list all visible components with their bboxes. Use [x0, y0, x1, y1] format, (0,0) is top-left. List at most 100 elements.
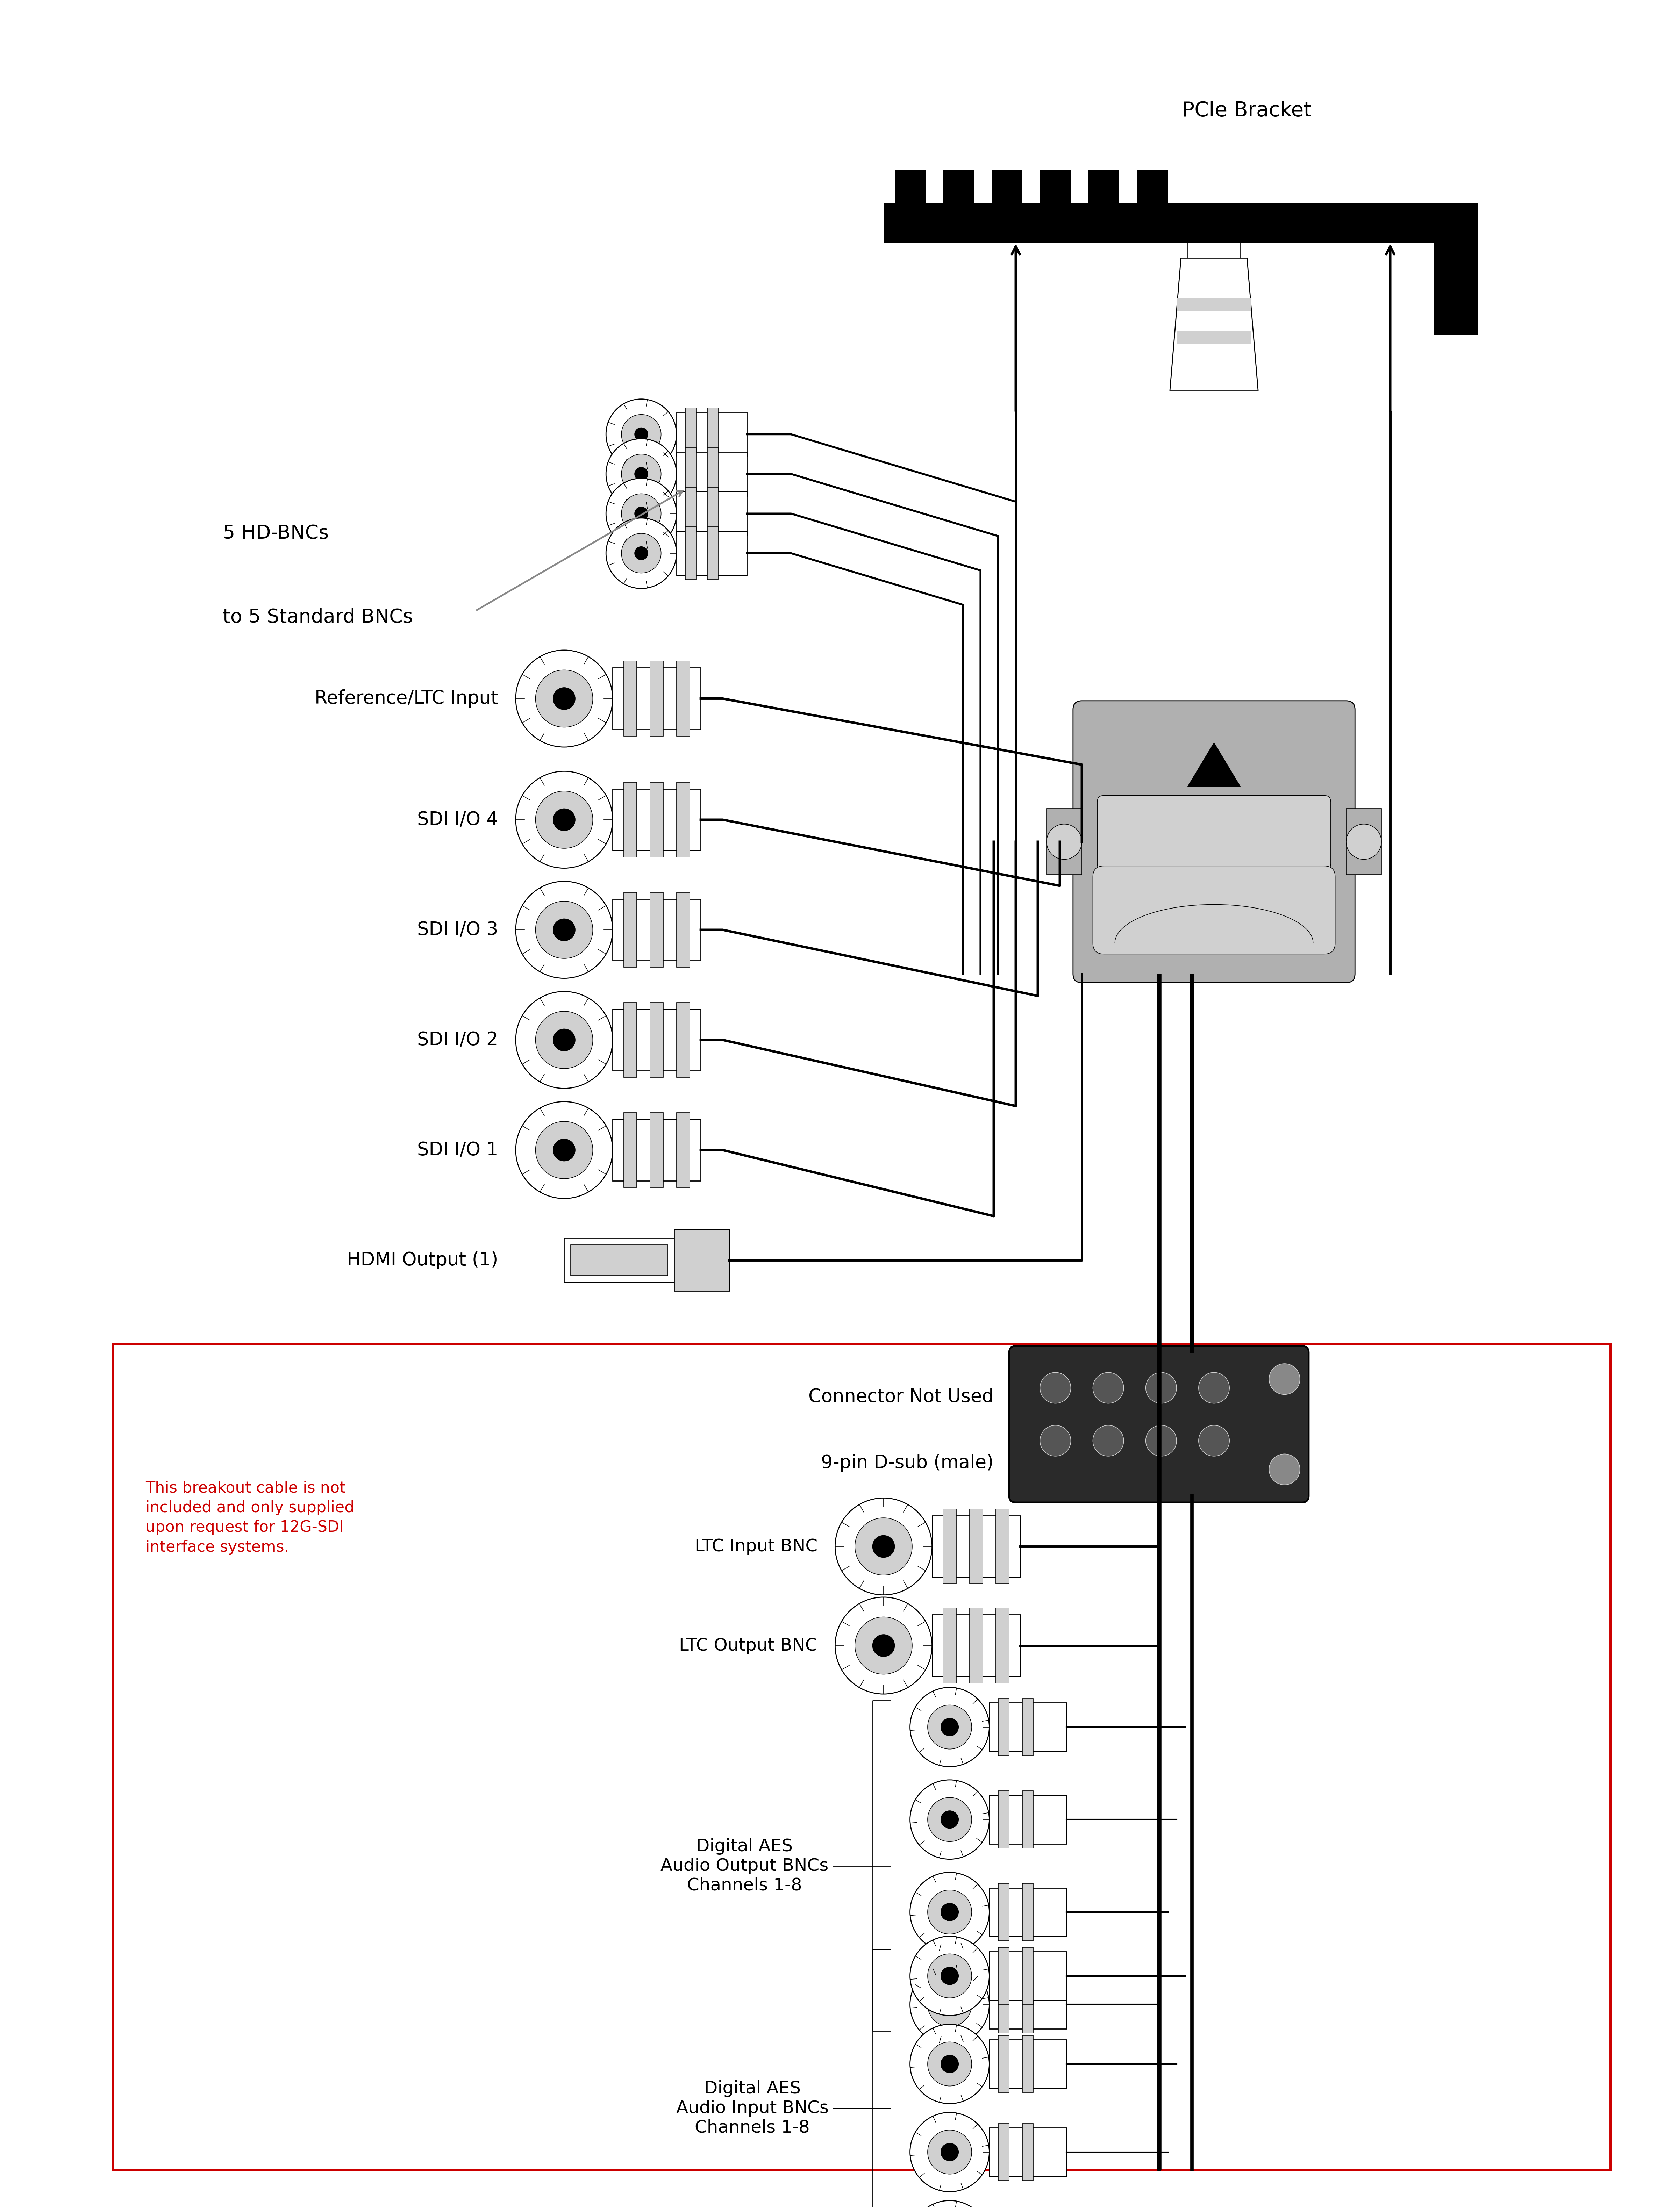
- Bar: [613, 1119, 701, 1181]
- Circle shape: [941, 1966, 958, 1984]
- Circle shape: [835, 1498, 931, 1595]
- Bar: [931, 1615, 1021, 1677]
- Text: Digital AES
Audio Input BNCs
Channels 1-8: Digital AES Audio Input BNCs Channels 1-…: [676, 2079, 828, 2137]
- Circle shape: [621, 414, 661, 453]
- Text: HDMI Output (1): HDMI Output (1): [346, 1252, 499, 1270]
- Bar: [1188, 243, 1241, 259]
- Bar: [623, 661, 636, 737]
- Bar: [969, 1608, 983, 1683]
- Bar: [650, 891, 663, 967]
- Bar: [676, 1113, 689, 1188]
- Bar: [1022, 1882, 1034, 1940]
- Bar: [989, 1951, 1067, 2000]
- Polygon shape: [1170, 259, 1258, 389]
- Circle shape: [855, 1617, 913, 1674]
- Circle shape: [553, 1029, 575, 1051]
- Bar: [708, 447, 719, 500]
- Bar: [563, 1239, 674, 1283]
- Bar: [676, 891, 689, 967]
- Bar: [686, 526, 696, 580]
- Circle shape: [1145, 1371, 1176, 1402]
- Bar: [996, 1509, 1009, 1584]
- Bar: [996, 1509, 1009, 1584]
- Bar: [1022, 2035, 1034, 2093]
- Bar: [676, 1002, 689, 1077]
- Circle shape: [941, 2143, 958, 2161]
- Circle shape: [1269, 1453, 1299, 1484]
- Polygon shape: [1188, 743, 1241, 787]
- Circle shape: [1269, 1363, 1299, 1394]
- Bar: [676, 491, 747, 535]
- Bar: [623, 783, 636, 856]
- Bar: [676, 783, 689, 856]
- Bar: [650, 661, 663, 737]
- Circle shape: [606, 518, 676, 588]
- Bar: [650, 661, 663, 737]
- Bar: [1047, 810, 1082, 874]
- Circle shape: [941, 2055, 958, 2073]
- Circle shape: [910, 1781, 989, 1858]
- Circle shape: [941, 1902, 958, 1920]
- Bar: [676, 1113, 689, 1188]
- Bar: [1022, 1975, 1034, 2033]
- Bar: [686, 447, 696, 500]
- Bar: [969, 1509, 983, 1584]
- Bar: [613, 898, 701, 960]
- Bar: [998, 1699, 1009, 1756]
- Circle shape: [910, 2024, 989, 2104]
- Bar: [686, 487, 696, 540]
- Bar: [998, 2124, 1009, 2181]
- Bar: [676, 891, 689, 967]
- Circle shape: [621, 493, 661, 533]
- Bar: [674, 1230, 729, 1292]
- Text: SDI I/O 3: SDI I/O 3: [418, 920, 499, 938]
- Circle shape: [515, 991, 613, 1088]
- Bar: [676, 661, 689, 737]
- Bar: [676, 411, 747, 456]
- Circle shape: [1094, 1425, 1123, 1455]
- Bar: [943, 1509, 956, 1584]
- Circle shape: [553, 918, 575, 940]
- Bar: [1041, 170, 1070, 204]
- Circle shape: [1041, 1425, 1070, 1455]
- Circle shape: [515, 650, 613, 748]
- Bar: [676, 531, 747, 575]
- Bar: [623, 661, 636, 737]
- Bar: [686, 526, 696, 580]
- Circle shape: [910, 1964, 989, 2044]
- Bar: [996, 1608, 1009, 1683]
- Circle shape: [621, 453, 661, 493]
- Bar: [996, 1608, 1009, 1683]
- Bar: [943, 170, 974, 204]
- Bar: [708, 447, 719, 500]
- Bar: [1137, 170, 1168, 204]
- Bar: [998, 1699, 1009, 1756]
- Circle shape: [928, 1889, 971, 1933]
- Text: Digital AES
Audio Output BNCs
Channels 1-8: Digital AES Audio Output BNCs Channels 1…: [661, 1838, 828, 1893]
- Bar: [623, 891, 636, 967]
- Circle shape: [515, 772, 613, 867]
- Bar: [998, 1792, 1009, 1849]
- Bar: [650, 891, 663, 967]
- Circle shape: [1041, 1371, 1070, 1402]
- Bar: [650, 1113, 663, 1188]
- Bar: [998, 2035, 1009, 2093]
- Text: PCIe Bracket: PCIe Bracket: [1183, 100, 1312, 119]
- Circle shape: [515, 1102, 613, 1199]
- Bar: [686, 447, 696, 500]
- Circle shape: [1047, 825, 1082, 858]
- Bar: [676, 451, 747, 495]
- Bar: [895, 170, 925, 204]
- Bar: [1022, 1882, 1034, 1940]
- Bar: [686, 407, 696, 460]
- Circle shape: [635, 427, 648, 440]
- Bar: [676, 661, 689, 737]
- Bar: [650, 1002, 663, 1077]
- Circle shape: [855, 1517, 913, 1575]
- Text: This breakout cable is not
included and only supplied
upon request for 12G-SDI
i: This breakout cable is not included and …: [146, 1480, 355, 1555]
- Text: LTC Input BNC: LTC Input BNC: [694, 1537, 817, 1555]
- Bar: [998, 2035, 1009, 2093]
- Bar: [969, 1509, 983, 1584]
- Bar: [708, 526, 719, 580]
- Circle shape: [635, 546, 648, 560]
